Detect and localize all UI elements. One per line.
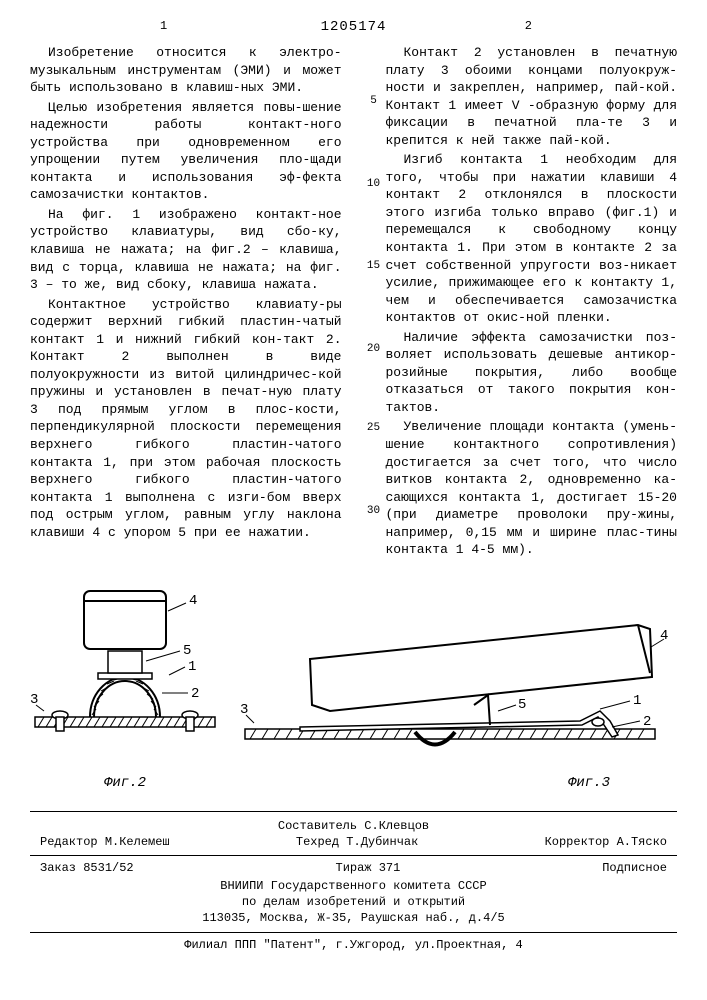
address-line: 113035, Москва, Ж-35, Раушская наб., д.4… [30,910,677,926]
subscription: Подписное [602,860,667,876]
fig3-label-1: 1 [633,693,641,709]
right-column: Контакт 2 установлен в печатную плату 3 … [386,44,678,561]
page: 1 1205174 2 Изобретение относится к элек… [0,0,707,974]
fig2-label-2: 2 [191,686,199,702]
footer-order-block: Заказ 8531/52 Тираж 371 Подписное ВНИИПИ… [30,855,677,927]
fig3-label-3: 3 [240,702,248,718]
col-number-right: 2 [525,18,532,34]
footer: Составитель С.Клевцов Редактор М.Келемеш… [30,811,677,953]
fig3-svg: 3 5 1 2 4 [240,617,670,767]
fig2-label-3: 3 [30,692,38,708]
paragraph: На фиг. 1 изображено контакт-ное устройс… [30,206,342,294]
paragraph: Изобретение относится к электро-музыкаль… [30,44,342,97]
techred: Техред Т.Дубинчак [296,834,418,850]
order: Заказ 8531/52 [40,860,134,876]
fig3-label-2: 2 [643,714,651,730]
line-num: 30 [367,504,380,519]
fig3-label-4: 4 [660,628,668,644]
fig2-label-5: 5 [183,643,191,659]
col-number-left: 1 [160,18,167,34]
line-num: 5 [370,94,377,109]
fig2-svg: 3 1 5 2 4 [30,577,220,767]
line-num: 15 [367,259,380,274]
paragraph: Увеличение площади контакта (умень-шение… [386,418,678,558]
paragraph: Целью изобретения является повы-шение на… [30,99,342,204]
tirazh: Тираж 371 [336,860,401,876]
org-line-2: по делам изобретений и открытий [30,894,677,910]
paragraph: Изгиб контакта 1 необходим для того, что… [386,151,678,326]
org-line-1: ВНИИПИ Государственного комитета СССР [30,878,677,894]
compiler-name: С.Клевцов [364,819,429,833]
footer-credits-row: Редактор М.Келемеш Техред Т.Дубинчак Кор… [30,834,677,850]
fig2-label-4: 4 [189,593,197,609]
paragraph: Наличие эффекта самозачистки поз-воляет … [386,329,678,417]
line-numbers: 5 10 15 20 25 30 [366,44,382,561]
page-header: 1 1205174 2 [30,18,677,40]
footer-compiler: Составитель С.Клевцов [30,818,677,834]
line-num: 20 [367,342,380,357]
paragraph: Контакт 2 установлен в печатную плату 3 … [386,44,678,149]
fig3-label-5: 5 [518,697,526,713]
document-number: 1205174 [321,18,387,37]
figure-2: 3 1 5 2 4 Фиг.2 [30,577,220,793]
line-num: 25 [367,421,380,436]
fig3-caption: Фиг.3 [240,774,670,793]
figure-3: 3 5 1 2 4 Фиг.3 [240,617,670,793]
line-num: 10 [367,177,380,192]
paragraph: Контактное устройство клавиату-ры содерж… [30,296,342,542]
corrector: Корректор А.Тяско [545,834,667,850]
right-column-wrap: 5 10 15 20 25 30 Контакт 2 установлен в … [366,44,678,561]
fig2-label-1: 1 [188,659,196,675]
editor: Редактор М.Келемеш [40,834,170,850]
compiler-label: Составитель [278,819,357,833]
text-columns: Изобретение относится к электро-музыкаль… [30,44,677,561]
left-column: Изобретение относится к электро-музыкаль… [30,44,342,561]
fig2-caption: Фиг.2 [30,774,220,793]
footer-branch: Филиал ППП "Патент", г.Ужгород, ул.Проек… [30,932,677,953]
figures-row: 3 1 5 2 4 Фиг.2 [30,577,677,793]
